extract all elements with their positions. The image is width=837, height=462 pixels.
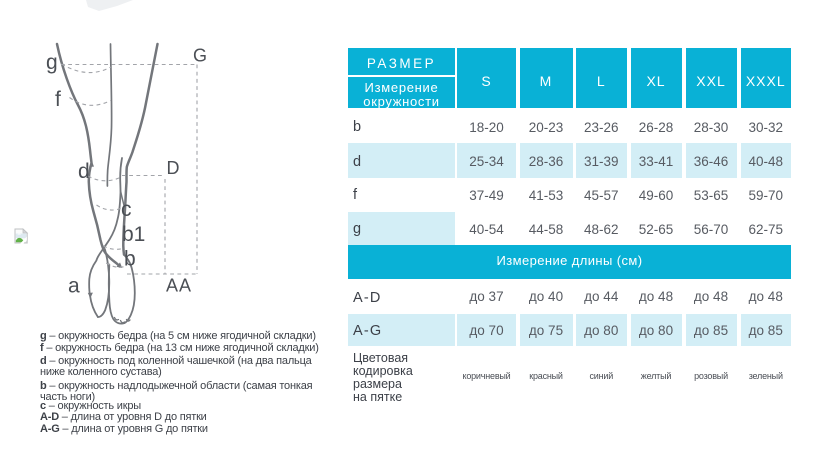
svg-text:b1: b1	[122, 223, 145, 246]
svg-text:D: D	[167, 158, 180, 178]
svg-text:G: G	[193, 46, 207, 66]
svg-text:b: b	[124, 248, 136, 271]
svg-text:AA: AA	[166, 276, 192, 296]
svg-text:f: f	[55, 88, 61, 111]
svg-text:a: a	[68, 275, 80, 298]
svg-text:g: g	[46, 51, 58, 74]
svg-text:d: d	[78, 160, 90, 183]
svg-text:c: c	[121, 198, 132, 221]
